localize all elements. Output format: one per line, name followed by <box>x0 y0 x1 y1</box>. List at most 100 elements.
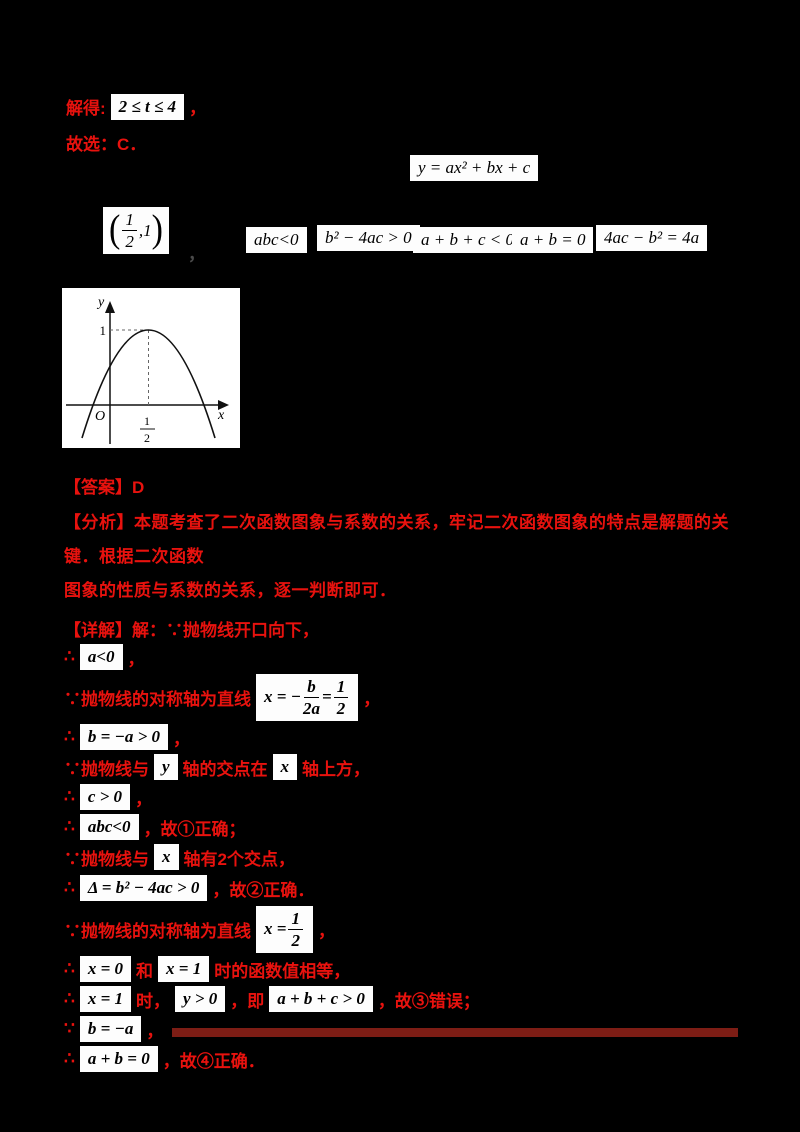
comma: ， <box>363 689 381 709</box>
analysis-line-2: 图象的性质与系数的关系，逐一判断即可． <box>64 581 397 600</box>
conclusion-text: ，故①正确； <box>143 819 246 839</box>
comma: ， <box>189 99 207 119</box>
statement-3: a + b + c < 0 <box>413 227 522 253</box>
statement-2: b² − 4ac > 0 <box>317 225 420 251</box>
formula-symmetry-axis: x = − b 2a = 1 2 <box>256 673 359 721</box>
formula-c-positive: c > 0 <box>79 784 131 810</box>
origin-label: O <box>95 409 105 424</box>
x-tick-half-den: 2 <box>144 431 150 445</box>
vertex-point: ( 1 2 ,1 ) <box>103 207 169 254</box>
analysis-line-1: 【分析】本题考查了二次函数图象与系数的关系，牢记二次函数图象的特点是解题的关键．… <box>64 513 729 566</box>
statement-5: 4ac − b² = 4a <box>596 225 708 251</box>
comma: ， <box>173 729 191 749</box>
detail-line-5: ∵抛物线与 y 轴的交点在 x 轴上方， <box>64 752 786 782</box>
fraction-b-2a: b 2a <box>303 678 320 717</box>
conclusion-text: ，故②正确． <box>212 880 315 900</box>
answer-text: 【答案】D <box>64 477 145 497</box>
detail-text: ∵抛物线与 <box>64 759 149 779</box>
parabola-curve <box>81 329 216 439</box>
fraction-one-half: 1 2 <box>288 910 303 949</box>
formula-x-one: x = 1 <box>79 986 132 1012</box>
fraction-denominator: 2 <box>336 698 346 718</box>
x-tick-half-num: 1 <box>144 414 150 428</box>
variable-x: x <box>272 754 298 780</box>
fraction-numerator: 1 <box>288 910 303 930</box>
statement-1: abc<0 <box>246 227 307 253</box>
detail-line-2: ∴ a<0 ， <box>64 642 786 672</box>
detail-text: ∵抛物线与 <box>64 849 149 869</box>
x-axis-label: x <box>217 408 225 423</box>
formula-y-positive: y > 0 <box>175 986 226 1012</box>
formula-abc-negative: abc<0 <box>79 814 139 840</box>
detail-text: 轴有2个交点， <box>183 849 295 869</box>
choice-line: 故选：C． <box>66 130 146 155</box>
conclusion-text: ，故④正确． <box>162 1051 265 1071</box>
fraction-denominator: 2 <box>291 930 300 950</box>
x-axis-arrow-icon <box>218 400 229 410</box>
detail-text: ，即 <box>230 991 265 1011</box>
t-range-formula: 2 ≤ t ≤ 4 <box>110 94 185 120</box>
formula-sum-positive: a + b + c > 0 <box>269 986 373 1012</box>
y-axis-arrow-icon <box>105 301 115 313</box>
fraction-numerator: b <box>304 678 319 698</box>
detail-text: 时的函数值相等， <box>214 961 351 981</box>
detail-text: 时， <box>136 991 171 1011</box>
detail-line-8: ∵抛物线与 x 轴有2个交点， <box>64 842 786 872</box>
detail-text: ∵抛物线的对称轴为直线 <box>64 689 251 709</box>
detail-text: 和 <box>136 961 154 981</box>
comma: ， <box>127 649 145 669</box>
statement-4: a + b = 0 <box>512 227 594 253</box>
detail-line-6: ∴ c > 0 ， <box>64 782 786 812</box>
therefore-symbol: ∴ <box>64 878 75 897</box>
detail-line-14: ∴ a + b = 0 ，故④正确． <box>64 1044 786 1074</box>
vertex-fraction: 1 2 <box>122 211 137 250</box>
comma: ， <box>146 1021 164 1041</box>
detail-line-3: ∵抛物线的对称轴为直线 x = − b 2a = 1 2 ， <box>64 672 786 722</box>
equals-sign: = <box>322 687 332 707</box>
y-tick-1: 1 <box>100 323 107 338</box>
detail-line-12: ∴ x = 1 时， y > 0 ，即 a + b + c > 0 ，故③错误； <box>64 984 786 1014</box>
therefore-symbol: ∴ <box>64 989 75 1008</box>
comma: ， <box>135 789 153 809</box>
close-paren: ) <box>151 208 163 251</box>
therefore-symbol: ∴ <box>64 727 75 746</box>
solution-section: 【答案】D 【分析】本题考查了二次函数图象与系数的关系，牢记二次函数图象的特点是… <box>64 472 786 1074</box>
answer-line: 【答案】D <box>64 472 786 498</box>
variable-x: x <box>154 844 179 870</box>
fraction-one-half: 1 2 <box>333 678 349 718</box>
detail-line-13: ∵ b = −a ， <box>64 1014 786 1044</box>
quadratic-formula: y = ax² + bx + c <box>410 155 539 181</box>
therefore-symbol: ∴ <box>64 817 75 836</box>
therefore-symbol: ∴ <box>64 959 75 978</box>
comma: ， <box>317 921 335 941</box>
solve-label: 解得: <box>66 99 106 119</box>
formula-x-zero: x = 0 <box>79 956 132 982</box>
fraction-denominator: 2a <box>303 698 320 718</box>
detail-line-7: ∴ abc<0 ，故①正确； <box>64 812 786 842</box>
formula-lead: x = <box>264 919 287 939</box>
therefore-symbol: ∴ <box>64 647 75 666</box>
detail-line-9: ∴ Δ = b² − 4ac > 0 ，故②正确． <box>64 872 786 904</box>
detail-text: 轴上方， <box>302 759 371 779</box>
formula-a-plus-b-zero: a + b = 0 <box>79 1046 158 1072</box>
formula-lead: x = − <box>264 687 301 707</box>
vertex-comma: ， <box>188 245 205 264</box>
fraction-denominator: 2 <box>125 232 134 251</box>
detail-text: ∵抛物线的对称轴为直线 <box>64 921 251 941</box>
conclusion-text: ，故③错误； <box>377 991 480 1011</box>
open-paren: ( <box>109 208 121 251</box>
because-symbol: ∵ <box>64 1019 75 1038</box>
detail-line-1: 【详解】解：∵抛物线开口向下， <box>64 614 786 642</box>
parabola-graph: y x O 1 1 2 <box>62 288 240 448</box>
vertex-rest: ,1 <box>138 220 152 240</box>
variable-y: y <box>154 754 178 780</box>
parabola-svg: y x O 1 1 2 <box>66 295 229 445</box>
formula-b-equals-neg-a: b = −a <box>79 1016 142 1042</box>
detail-line-10: ∵抛物线的对称轴为直线 x = 1 2 ， <box>64 904 786 954</box>
formula-x-half: x = 1 2 <box>256 905 313 953</box>
therefore-symbol: ∴ <box>64 1049 75 1068</box>
formula-x-one: x = 1 <box>158 956 210 982</box>
formula-discriminant: Δ = b² − 4ac > 0 <box>79 875 208 901</box>
formula-a-negative: a<0 <box>79 644 123 670</box>
detail-line-4: ∴ b = −a > 0 ， <box>64 722 786 752</box>
